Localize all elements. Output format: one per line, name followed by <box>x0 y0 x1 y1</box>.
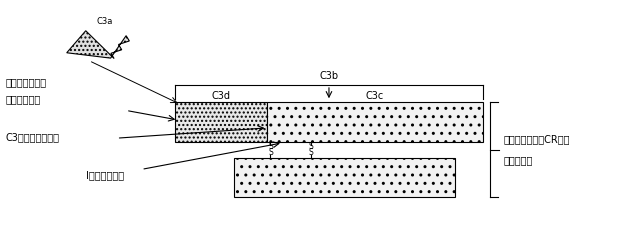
Text: S: S <box>308 142 313 151</box>
Text: S: S <box>308 148 313 157</box>
Text: 与细胞膜表面（CR１）: 与细胞膜表面（CR１） <box>504 134 570 144</box>
Polygon shape <box>66 31 129 59</box>
Bar <box>233 158 455 197</box>
Text: S: S <box>268 142 273 151</box>
Text: C3b: C3b <box>319 72 338 82</box>
Text: 结合的部位: 结合的部位 <box>504 155 533 165</box>
Text: I因子作用部位: I因子作用部位 <box>86 170 124 180</box>
Text: 免疫复合物上: 免疫复合物上 <box>6 94 41 104</box>
Bar <box>175 102 268 142</box>
Text: 结合至靶细胞或: 结合至靶细胞或 <box>6 78 47 88</box>
Text: S: S <box>268 148 273 157</box>
Text: C3d: C3d <box>212 91 231 101</box>
Bar <box>268 102 483 142</box>
Text: C3c: C3c <box>366 91 384 101</box>
Text: C3a: C3a <box>96 17 112 26</box>
Text: C3转化酶作用部位: C3转化酶作用部位 <box>6 132 60 142</box>
